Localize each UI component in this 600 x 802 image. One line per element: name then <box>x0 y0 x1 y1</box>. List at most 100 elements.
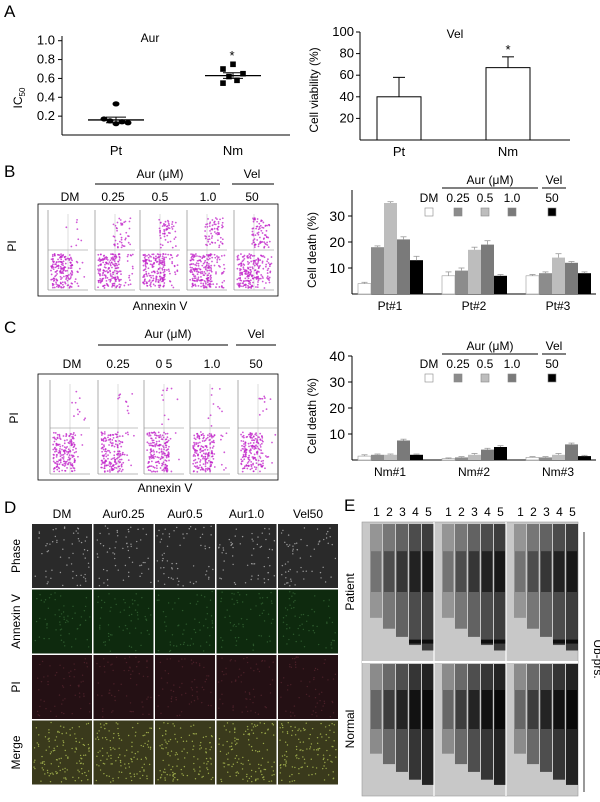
nm-death-legend-label: 50 <box>545 357 559 371</box>
blot-lane <box>527 524 539 629</box>
viability-ytick-label: 60 <box>340 67 354 82</box>
blot-lane <box>455 664 467 765</box>
viability-star: * <box>505 42 510 57</box>
microscopy-cell <box>278 524 338 588</box>
ic50-point <box>240 70 246 77</box>
pt-death-bar <box>578 273 591 294</box>
cell-death-bar-chart-pt: 30 20 10 Cell death (%) Aur (μM) Vel DM 0.25 0.5… <box>305 173 596 313</box>
ic50-ytick-label: 0.2 <box>37 108 55 123</box>
blot-lane <box>396 524 408 637</box>
flow-c-plot <box>237 380 278 475</box>
pt-death-legend-swatch <box>547 207 557 217</box>
nm-death-legend-swatch <box>453 373 463 383</box>
blot-lane <box>540 664 552 772</box>
flow-c-vel-label: Vel <box>248 327 265 341</box>
pt-death-bar <box>565 262 578 294</box>
ic50-xtick-nm: Nm <box>223 143 243 158</box>
nm-death-bar <box>397 440 410 460</box>
blot-lane <box>442 664 454 754</box>
blot-row-label-normal: Normal <box>343 710 357 749</box>
flow-b-aur-label: Aur (μM) <box>137 167 184 181</box>
viability-ytick-label: 40 <box>340 89 354 104</box>
blot-lane <box>527 664 539 765</box>
viability-xtick-nm: Nm <box>498 144 518 159</box>
nm-death-bar <box>441 458 456 461</box>
blot-lane <box>396 664 408 772</box>
nm-death-legend-label: 0.5 <box>477 357 494 371</box>
ic50-point <box>112 101 120 107</box>
blot-lane <box>494 664 506 785</box>
microscopy-cell <box>32 524 92 588</box>
microscopy-col-label: Vel50 <box>293 507 323 521</box>
blot-lane <box>442 524 454 618</box>
microscopy-col-label: Aur1.0 <box>229 507 265 521</box>
nm-death-bar <box>455 457 468 460</box>
ic50-point <box>118 119 126 125</box>
flow-b-plot <box>186 210 227 291</box>
nm-death-ytick-label: 30 <box>329 374 345 390</box>
pt-death-bar <box>455 270 468 294</box>
nm-death-bar <box>410 454 423 460</box>
flow-c-plot <box>143 380 184 475</box>
flow-b-vel-conc: 50 <box>245 190 259 204</box>
pt-death-bar <box>410 260 423 294</box>
flow-panel-c: Aur (μM) Vel DM 0.25 0 5 1.0 50 PI Annex… <box>7 327 279 495</box>
nm-death-legend-aur: Aur (μM) <box>467 339 514 353</box>
blot-lane-label: 2 <box>386 505 393 519</box>
blot-lane-label: 3 <box>543 505 550 519</box>
ic50-xtick-pt: Pt <box>110 143 123 158</box>
blot-lane <box>514 664 526 754</box>
nm-death-bar <box>468 454 481 460</box>
microscopy-cell <box>278 655 338 719</box>
flow-c-conc-3: 1.0 <box>204 357 221 371</box>
pt-death-ylabel: Cell death (%) <box>305 212 319 288</box>
pt-death-bar <box>384 203 397 294</box>
microscopy-cell <box>278 589 338 654</box>
ic50-point <box>106 118 114 124</box>
pt-death-bar <box>397 239 410 294</box>
flow-b-plot <box>233 210 274 291</box>
microscopy-row-label: Annexin V <box>9 594 23 649</box>
flow-c-plot <box>49 380 90 475</box>
blot-lane-label: 3 <box>399 505 406 519</box>
ic50-ytick-label: 0.4 <box>37 89 55 104</box>
blot-lane <box>481 664 493 780</box>
blot-lane <box>553 664 565 780</box>
pt-death-legend-swatch <box>453 207 463 217</box>
nm-death-group-label: Nm#1 <box>374 465 406 479</box>
pt-death-group-label: Pt#1 <box>378 299 403 313</box>
microscopy-row-label: PI <box>9 681 23 692</box>
microscopy-col-label: DM <box>53 507 72 521</box>
pt-death-legend-label: 50 <box>545 191 559 205</box>
microscopy-cell <box>93 720 154 785</box>
blot-lane <box>481 524 493 646</box>
flow-b-conc-3: 1.0 <box>200 190 217 204</box>
nm-death-group-label: Nm#3 <box>542 465 574 479</box>
flow-b-vel-label: Vel <box>244 167 261 181</box>
ic50-ylabel: IC50 <box>11 87 27 108</box>
ic50-point <box>124 120 132 126</box>
blot-lane <box>540 524 552 637</box>
ic50-point <box>220 66 226 72</box>
flow-c-conc-2: 0 5 <box>156 357 173 371</box>
pt-death-bar <box>525 275 540 295</box>
blot-lane-label: 2 <box>458 505 465 519</box>
ic50-point <box>226 73 232 80</box>
nm-death-legend-label: DM <box>420 357 439 371</box>
flow-b-annexin-label: Annexin V <box>133 299 188 312</box>
microscopy-cell <box>93 524 154 588</box>
pt-death-group-label: Pt#3 <box>546 299 571 313</box>
nm-death-group-label: Nm#2 <box>458 465 490 479</box>
panel-label-a: A <box>4 2 16 21</box>
nm-death-ytick-label: 10 <box>329 426 345 442</box>
microscopy-cell <box>155 720 215 785</box>
nm-death-legend-swatch <box>507 373 517 383</box>
ic50-scatter-chart: Aur * 1.0 0.8 0.6 0.4 0.2 IC50 Pt Nm <box>11 31 290 158</box>
nm-death-bar <box>371 454 384 460</box>
ic50-star: * <box>229 48 234 63</box>
blot-lane-label: 4 <box>556 505 563 519</box>
nm-death-bar <box>494 447 507 460</box>
flow-c-annexin-label: Annexin V <box>138 481 193 495</box>
pt-death-ytick-label: 30 <box>329 208 345 224</box>
blot-lane <box>409 664 421 780</box>
